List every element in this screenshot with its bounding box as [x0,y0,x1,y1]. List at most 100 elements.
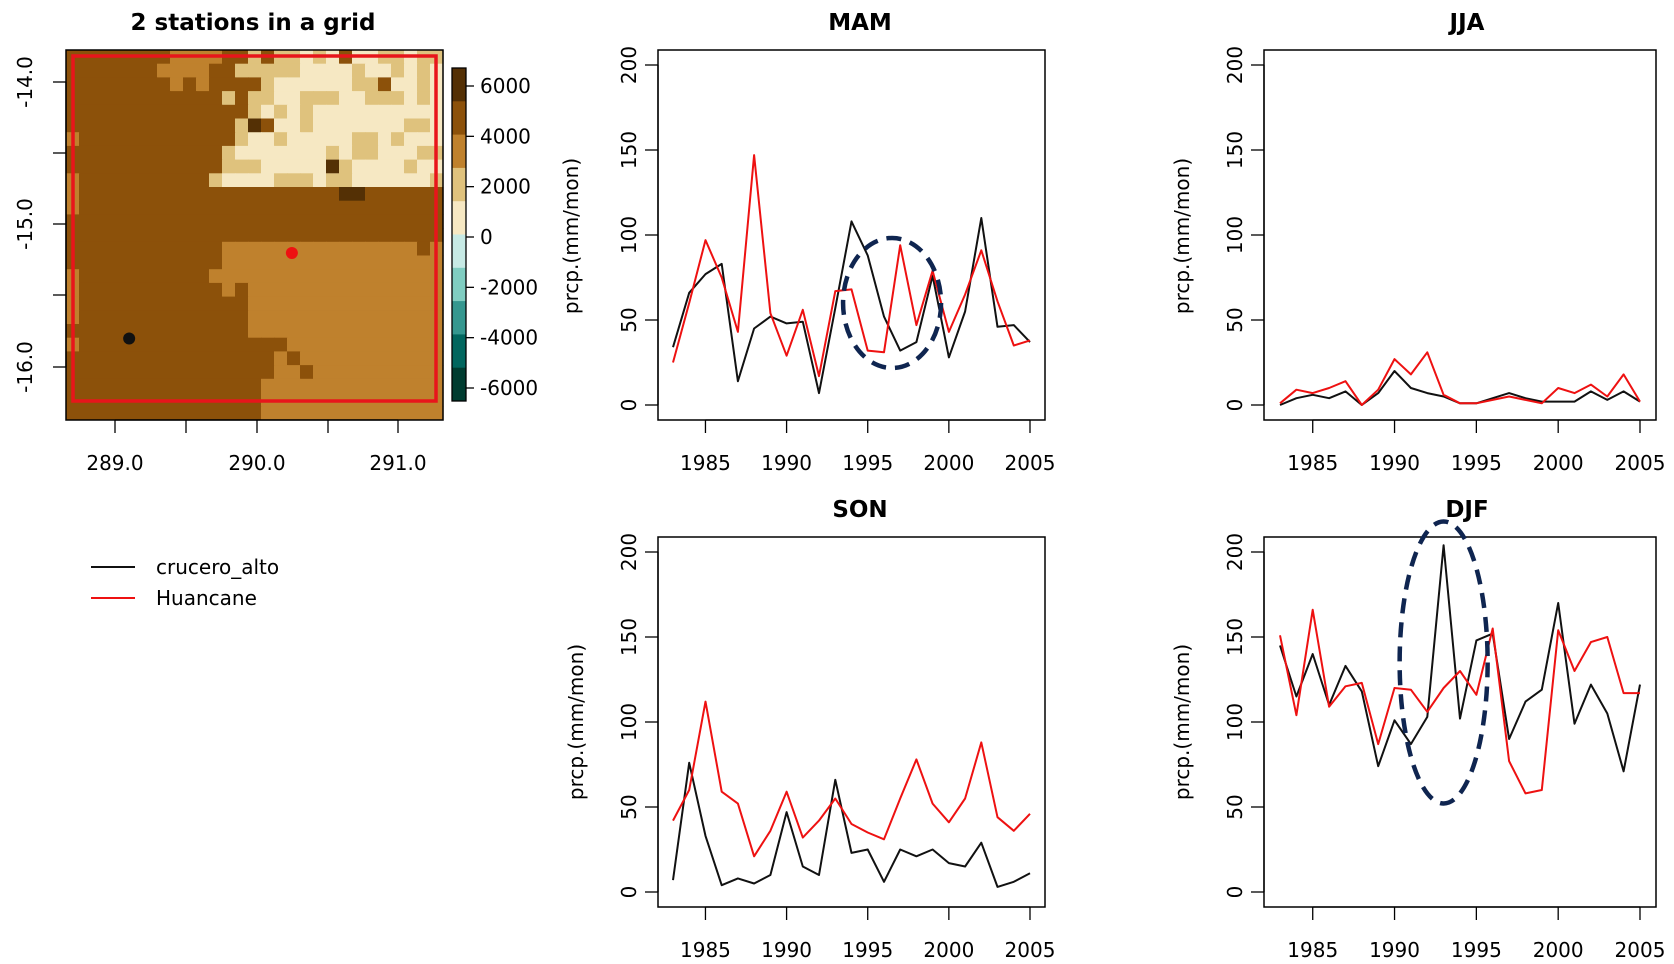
elevation-cell [378,365,392,380]
elevation-cell [183,310,197,325]
elevation-cell [417,351,431,366]
elevation-cell [313,200,327,215]
grid-cell-outline [71,54,438,403]
elevation-cell [196,187,210,202]
elevation-cell [92,200,106,215]
elevation-cell [261,145,275,161]
colorbar-tick-label: 2000 [480,175,531,199]
elevation-cell [274,173,288,188]
x-tick-label: 1985 [680,451,731,475]
elevation-cell [313,269,327,284]
elevation-cell [261,214,275,229]
elevation-cell [300,255,314,270]
elevation-cell [183,145,197,161]
elevation-cell [235,351,249,366]
elevation-cell [248,406,262,421]
x-tick-label: 1995 [1451,451,1502,475]
panel-jja-title: JJA [1448,10,1485,36]
elevation-cell [391,365,405,380]
elevation-cell [222,77,236,92]
elevation-cell [274,63,288,78]
elevation-cell [170,173,184,188]
elevation-cell [404,173,418,188]
elevation-cell [352,406,366,421]
highlight-ellipse [1397,519,1490,806]
elevation-cell [183,406,197,421]
elevation-cell [261,378,275,394]
elevation-cell [287,104,301,120]
elevation-cell [183,118,197,133]
panel-jja-ylabel: prcp.(mm/mon) [1170,158,1194,314]
elevation-cell [92,324,106,339]
elevation-cell [326,324,340,339]
elevation-cell [248,351,262,366]
x-tick-label: 2005 [1615,938,1666,960]
elevation-cell [222,378,236,394]
elevation-cell [352,324,366,339]
elevation-cell [196,173,210,188]
series-line-crucero-alto [672,217,1031,395]
panel-jja-plot: 0 50 100 150 200 1985 1990 1995 2000 2005 [1223,46,1665,475]
elevation-cell [105,200,119,215]
elevation-cell [131,145,145,161]
elevation-cell [157,104,171,120]
elevation-cell [339,104,353,120]
elevation-cell [170,241,184,257]
elevation-cell [274,200,288,215]
elevation-cell [235,269,249,284]
elevation-cell [274,378,288,394]
elevation-cell [248,63,262,78]
series-line-huancane [1279,608,1640,795]
elevation-cell [235,104,249,120]
elevation-cell [261,187,275,202]
panel-son: SON prcp.(mm/mon) 0 50 100 150 200 1985 1990 19… [564,497,1055,962]
elevation-cell [313,132,327,147]
elevation-cell [118,310,132,325]
elevation-cell [222,214,236,229]
colorbar-block [452,68,466,102]
elevation-cell [235,282,249,298]
elevation-cell [313,173,327,188]
elevation-cell [261,282,275,298]
colorbar-block [452,234,466,269]
elevation-cell [157,337,171,352]
x-tick-label: 2005 [1615,451,1666,475]
elevation-cell [157,118,171,133]
elevation-cell [222,255,236,270]
elevation-cell [209,214,223,229]
elevation-cell [118,200,132,215]
elevation-cell [287,187,301,202]
elevation-cell [92,406,106,421]
elevation-cell [261,241,275,257]
elevation-cell [196,91,210,106]
elevation-cell [209,145,223,161]
y-tick-label: 0 [1223,886,1247,899]
elevation-cell [131,296,145,311]
station-marker-huancane [285,247,298,259]
elevation-cell [131,118,145,133]
elevation-cell [391,351,405,366]
panel-jja: JJA prcp.(mm/mon) 0 50 100 150 200 1985 1990 19… [1170,10,1665,475]
elevation-cell [209,132,223,147]
elevation-cell [79,173,93,188]
colorbar-block [452,367,466,402]
elevation-cell [144,378,158,394]
elevation-cell [261,310,275,325]
elevation-cell [131,324,145,339]
elevation-cell [196,145,210,161]
elevation-cell [118,132,132,147]
elevation-cell [183,63,197,78]
elevation-cell [261,159,275,174]
elevation-cell [378,310,392,325]
elevation-cell [235,200,249,215]
elevation-cell [235,365,249,380]
elevation-cell [313,351,327,366]
elevation-cell [183,200,197,215]
series-line-huancane [672,154,1031,378]
y-tick-label: 100 [1223,216,1247,254]
panel-mam: MAM 0 50 100 150 200 1985 1990 1995 2000 2005 [617,10,1055,475]
elevation-cell [378,378,392,394]
elevation-cell [287,132,301,147]
elevation-cell [352,378,366,394]
elevation-cell [183,324,197,339]
